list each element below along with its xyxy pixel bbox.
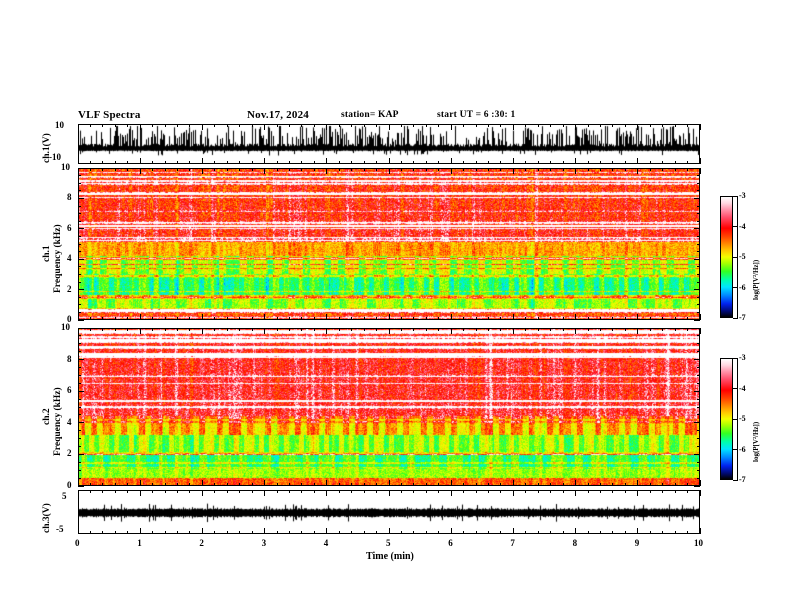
colorbar-tick-label: -7 bbox=[739, 313, 746, 322]
ch1-waveform-canvas bbox=[79, 125, 699, 163]
x-tick-label: 4 bbox=[323, 538, 329, 548]
ch3-waveform-ylabel: ch.3(V) bbox=[42, 503, 52, 533]
colorbar-ch2 bbox=[720, 358, 733, 480]
ch2-spec-ylabel-ch: ch.2 bbox=[42, 408, 52, 425]
ch1-spectrogram-panel bbox=[78, 168, 700, 320]
ch1-freq-tick: 8 bbox=[67, 192, 72, 203]
ch2-spec-ylabel-freq: Frequency (kHz) bbox=[53, 387, 63, 456]
ch3-waveform-panel bbox=[78, 490, 700, 534]
x-tick-label: 1 bbox=[137, 538, 142, 548]
ch1-spectrogram-canvas bbox=[79, 169, 699, 319]
ch2-spectrogram-panel bbox=[78, 328, 700, 486]
figure-station: station= KAP bbox=[341, 110, 399, 120]
x-tick-label: 10 bbox=[694, 538, 703, 548]
colorbar-tick-label: -4 bbox=[739, 383, 746, 393]
ch1-freq-tick: 10 bbox=[61, 162, 70, 172]
colorbar-tick-label: -7 bbox=[739, 475, 746, 484]
figure-date: Nov.17, 2024 bbox=[247, 109, 309, 121]
ch1-spec-ylabel-ch: ch.1 bbox=[42, 245, 52, 262]
colorbar-tick-label: -3 bbox=[739, 191, 746, 200]
ch2-freq-tick: 0 bbox=[67, 480, 72, 490]
x-tick-label: 5 bbox=[386, 538, 391, 548]
ch1-ytick-10: 10 bbox=[55, 120, 64, 130]
x-axis-label: Time (min) bbox=[366, 551, 414, 562]
colorbar-tick-label: -5 bbox=[739, 252, 746, 261]
ch1-waveform-ylabel: ch.1(V) bbox=[42, 133, 52, 163]
colorbar-tick-label: -6 bbox=[739, 282, 746, 292]
ch2-freq-tick: 2 bbox=[67, 448, 72, 459]
figure-title: VLF Spectra bbox=[78, 109, 141, 121]
ch1-freq-tick: 4 bbox=[67, 253, 72, 264]
colorbar-ch1-label: log(P[V²/Hz]) bbox=[752, 259, 760, 300]
x-tick-label: 2 bbox=[199, 538, 204, 548]
ch1-freq-tick: 6 bbox=[67, 222, 72, 233]
x-tick-label: 0 bbox=[75, 538, 80, 548]
ch1-freq-tick: 2 bbox=[67, 283, 72, 294]
ch3-waveform-canvas bbox=[79, 491, 699, 533]
colorbar-tick-label: -3 bbox=[739, 353, 746, 362]
ch1-waveform-panel bbox=[78, 124, 700, 164]
colorbar-ch2-label: log(P[V²/Hz]) bbox=[752, 421, 760, 462]
x-tick-label: 3 bbox=[261, 538, 267, 548]
ch1-freq-tick: 0 bbox=[67, 314, 72, 324]
x-tick-label: 9 bbox=[634, 538, 640, 548]
ch2-freq-tick: 8 bbox=[67, 353, 72, 364]
ch1-spec-ylabel-freq: Frequency (kHz) bbox=[53, 224, 63, 293]
ch2-freq-tick: 10 bbox=[61, 322, 70, 332]
ch2-spectrogram-canvas bbox=[79, 329, 699, 485]
colorbar-tick-label: -6 bbox=[739, 444, 746, 454]
ch3-ytick-neg5: -5 bbox=[56, 524, 64, 534]
figure-start-ut: start UT = 6 :30: 1 bbox=[437, 110, 516, 120]
colorbar-tick-label: -4 bbox=[739, 221, 746, 231]
ch1-ytick-neg10: -10 bbox=[49, 152, 61, 162]
x-tick-label: 8 bbox=[572, 538, 578, 548]
x-tick-label: 6 bbox=[448, 538, 453, 548]
ch2-freq-tick: 4 bbox=[67, 416, 72, 427]
ch3-ytick-5: 5 bbox=[62, 491, 67, 501]
colorbar-ch1 bbox=[720, 196, 733, 318]
colorbar-tick-label: -5 bbox=[739, 414, 746, 423]
ch2-freq-tick: 6 bbox=[67, 385, 72, 396]
x-tick-label: 7 bbox=[510, 538, 515, 548]
